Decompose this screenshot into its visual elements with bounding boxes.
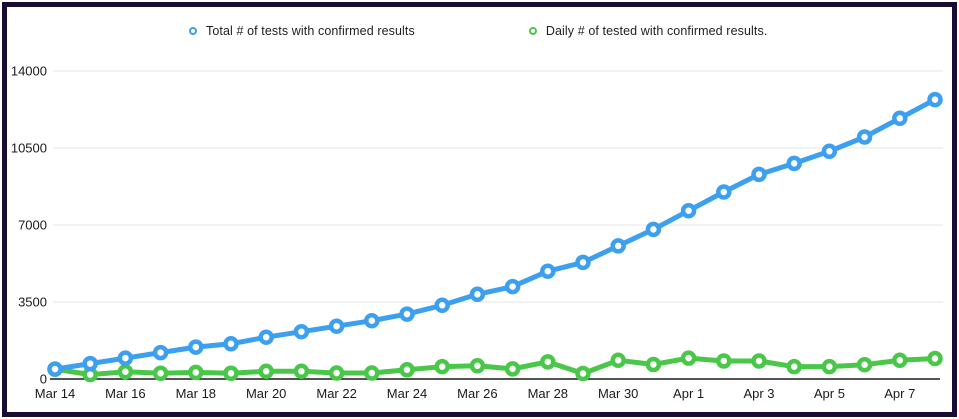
x-tick-mar-30: Mar 30: [598, 386, 638, 401]
data-point-daily-mar-16[interactable]: [117, 363, 134, 380]
data-point-daily-mar-21[interactable]: [293, 363, 310, 380]
data-point-total-mar-27[interactable]: [504, 278, 521, 295]
x-tick-mar-20: Mar 20: [246, 386, 286, 401]
x-tick-mar-22: Mar 22: [316, 386, 356, 401]
x-tick-mar-24: Mar 24: [387, 386, 427, 401]
y-tick-0: 0: [40, 372, 47, 387]
y-tick-7000: 7000: [18, 218, 47, 233]
line-chart: 0 3500 7000 10500 14000 Mar 14 Mar 16 Mar 18 Mar…: [11, 64, 943, 401]
data-point-total-mar-25[interactable]: [434, 297, 450, 314]
data-point-daily-mar-19[interactable]: [223, 365, 239, 382]
data-point-daily-apr-1[interactable]: [680, 350, 697, 366]
legend-marker-daily-icon: [528, 27, 537, 35]
x-tick-apr-1: Apr 1: [673, 386, 704, 401]
x-tick-mar-28: Mar 28: [528, 386, 568, 401]
data-point-total-mar-24[interactable]: [399, 306, 415, 322]
data-point-daily-apr-5[interactable]: [821, 358, 838, 375]
series-line-total: [52, 97, 938, 372]
data-point-daily-mar-27[interactable]: [504, 361, 521, 377]
legend-item-total[interactable]: Total # of tests with confirmed results: [189, 24, 415, 38]
data-point-daily-mar-29[interactable]: [575, 365, 591, 382]
y-tick-14000: 14000: [11, 64, 47, 79]
data-point-total-mar-17[interactable]: [152, 344, 169, 361]
data-point-total-apr-1[interactable]: [680, 202, 697, 219]
data-point-total-apr-6[interactable]: [856, 129, 873, 145]
data-point-daily-mar-25[interactable]: [434, 358, 450, 375]
y-tick-10500: 10500: [11, 141, 47, 156]
data-point-daily-mar-31[interactable]: [645, 356, 662, 373]
data-point-total-apr-3[interactable]: [751, 166, 767, 183]
legend-marker-total-icon: [189, 27, 197, 35]
x-tick-apr-7: Apr 7: [884, 386, 915, 401]
legend-label-daily: Daily # of tested with confirmed results…: [545, 24, 768, 38]
data-point-total-apr-8[interactable]: [927, 91, 943, 108]
chart-legend: Total # of tests with confirmed results …: [189, 24, 767, 38]
data-point-total-mar-19[interactable]: [223, 336, 239, 352]
data-point-daily-mar-17[interactable]: [152, 365, 169, 382]
data-point-daily-mar-28[interactable]: [540, 354, 556, 370]
data-point-total-mar-28[interactable]: [540, 263, 556, 279]
data-point-total-mar-20[interactable]: [258, 329, 274, 345]
data-point-total-mar-16[interactable]: [117, 350, 134, 366]
data-point-daily-apr-8[interactable]: [927, 350, 943, 367]
data-point-daily-apr-7[interactable]: [892, 352, 908, 369]
data-point-total-mar-14[interactable]: [47, 361, 63, 377]
data-point-total-mar-26[interactable]: [469, 286, 486, 303]
data-point-daily-apr-3[interactable]: [751, 353, 767, 369]
data-point-total-apr-7[interactable]: [892, 110, 908, 127]
x-tick-apr-5: Apr 5: [814, 386, 845, 401]
data-point-total-mar-30[interactable]: [610, 238, 626, 254]
data-point-daily-mar-20[interactable]: [258, 363, 274, 380]
data-point-total-mar-31[interactable]: [645, 221, 662, 238]
data-point-total-apr-4[interactable]: [786, 155, 802, 172]
data-point-daily-mar-30[interactable]: [610, 352, 626, 369]
x-tick-mar-14: Mar 14: [35, 386, 75, 401]
data-point-daily-mar-23[interactable]: [364, 365, 380, 381]
x-tick-apr-3: Apr 3: [743, 386, 774, 401]
legend-item-daily[interactable]: Daily # of tested with confirmed results…: [528, 24, 768, 38]
data-point-daily-mar-24[interactable]: [399, 362, 415, 378]
data-point-daily-mar-18[interactable]: [188, 364, 204, 381]
data-point-daily-apr-2[interactable]: [716, 353, 732, 369]
legend-label-total: Total # of tests with confirmed results: [206, 24, 415, 38]
data-point-total-mar-21[interactable]: [293, 323, 310, 340]
data-point-total-apr-5[interactable]: [821, 143, 838, 160]
y-tick-3500: 3500: [18, 295, 47, 310]
series-line-daily: [52, 355, 938, 378]
data-point-daily-mar-26[interactable]: [469, 358, 486, 374]
data-point-total-mar-23[interactable]: [364, 312, 380, 329]
data-point-total-apr-2[interactable]: [716, 184, 732, 200]
data-point-total-mar-29[interactable]: [575, 254, 591, 271]
data-point-total-mar-15[interactable]: [82, 355, 98, 372]
data-point-total-mar-18[interactable]: [188, 339, 204, 355]
x-tick-mar-26: Mar 26: [457, 386, 497, 401]
x-tick-mar-16: Mar 16: [105, 386, 145, 401]
data-point-daily-apr-4[interactable]: [786, 358, 802, 375]
data-point-daily-mar-22[interactable]: [328, 365, 345, 381]
x-tick-mar-18: Mar 18: [176, 386, 216, 401]
data-point-total-mar-22[interactable]: [328, 318, 345, 334]
data-point-daily-apr-6[interactable]: [856, 356, 873, 373]
